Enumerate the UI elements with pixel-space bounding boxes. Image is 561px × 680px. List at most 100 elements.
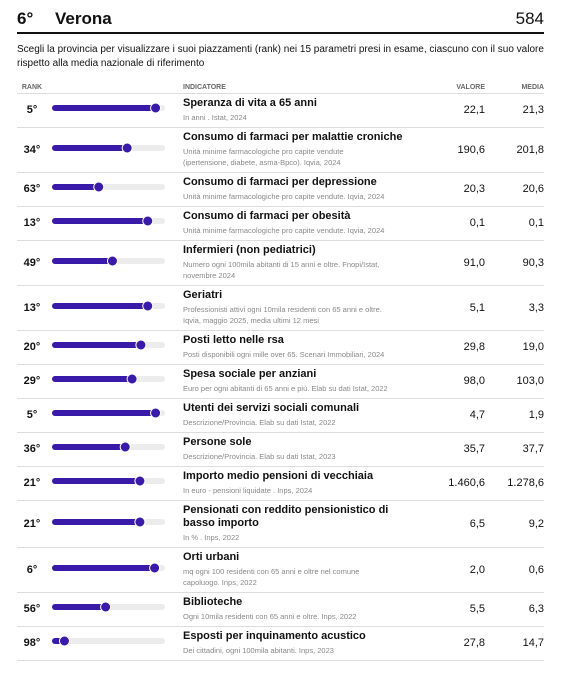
indicator: Orti urbani mq ogni 100 residenti con 65 …	[183, 551, 410, 588]
value: 98,0	[463, 375, 485, 387]
rank: 49°	[23, 256, 41, 269]
average: 103,0	[516, 375, 544, 387]
rank-bar-cell	[47, 600, 183, 618]
bar-fill	[52, 410, 156, 416]
rank-bar-cell	[47, 406, 183, 424]
indicator: Speranza di vita a 65 anni In anni . Ista…	[183, 97, 410, 123]
indicator-title: Speranza di vita a 65 anni	[183, 97, 317, 109]
value: 91,0	[463, 256, 485, 269]
rank-bar	[52, 339, 165, 351]
rank-bar-cell	[47, 561, 183, 579]
average: 0,6	[528, 563, 544, 576]
bar-knob	[58, 635, 70, 647]
province-name: Verona	[55, 9, 112, 28]
indicator-row: 56° Biblioteche Ogni 10mila residenti con …	[17, 593, 544, 627]
indicator: Esposti per inquinamento acustico Dei cit…	[183, 630, 410, 656]
rank-bar	[52, 441, 165, 453]
value: 35,7	[463, 443, 485, 455]
bar-fill	[52, 518, 140, 525]
indicator-subtitle: Numero ogni 100mila abitanti di 15 anni …	[183, 260, 380, 280]
description: Scegli la provincia per visualizzare i s…	[17, 44, 544, 69]
indicator: Consumo di farmaci per malattie croniche…	[183, 131, 410, 168]
indicator-subtitle: Ogni 10mila residenti con 65 anni e oltr…	[183, 612, 357, 621]
bar-fill	[52, 564, 155, 571]
rank-bar	[52, 215, 165, 227]
bar-knob	[134, 475, 146, 487]
column-header: RANK	[21, 83, 43, 91]
column-header: VALORE	[456, 83, 485, 91]
province-rank: 6°	[17, 9, 34, 28]
indicator-subtitle: Euro per ogni abitanti di 65 anni e più.…	[183, 384, 388, 393]
rank-bar-cell	[47, 254, 183, 272]
rank-bar	[52, 407, 165, 419]
indicator-row: 36° Persone sole Descrizione/Provincia. El…	[17, 433, 544, 467]
rank: 36°	[23, 443, 41, 455]
bar-knob	[134, 516, 146, 527]
rank-bar-cell	[47, 299, 183, 317]
bar-fill	[52, 444, 126, 450]
indicator: Spesa sociale per anziani Euro per ogni a…	[183, 368, 410, 394]
indicator-row: 5° Speranza di vita a 65 anni In anni . Is…	[17, 94, 544, 128]
bar-knob	[119, 441, 131, 453]
bar-knob	[121, 142, 133, 153]
indicator: Geriatri Professionisti attivi ogni 10mil…	[183, 289, 410, 326]
column-headers: RANK INDICATORE VALORE MEDIA	[17, 81, 544, 94]
bar-knob	[142, 215, 154, 227]
indicator-subtitle: Descrizione/Provincia. Elab su dati Ista…	[183, 418, 336, 427]
rank: 63°	[23, 183, 41, 195]
indicator-title: Consumo di farmaci per depressione	[183, 176, 377, 188]
indicator-subtitle: Dei cittadini, ogni 100mila abitanti. In…	[183, 646, 334, 655]
indicator-title: Geriatri	[183, 289, 223, 301]
indicator: Posti letto nelle rsa Posti disponibili o…	[183, 334, 410, 360]
bar-fill	[52, 342, 141, 348]
rank-bar	[52, 102, 165, 114]
value: 20,3	[463, 183, 485, 195]
rank-bar-cell	[47, 180, 183, 198]
rank-bar-cell	[47, 101, 183, 119]
rank: 13°	[23, 301, 41, 314]
bar-fill	[52, 144, 128, 151]
bar-fill	[52, 604, 106, 610]
indicator-title: Consumo di farmaci per obesità	[183, 210, 351, 222]
province-score: 584	[515, 9, 544, 28]
indicator-title: Importo medio pensioni di vecchiaia	[183, 470, 374, 482]
column-header: MEDIA	[521, 83, 544, 91]
indicator-subtitle: Professionisti attivi ogni 10mila reside…	[183, 305, 382, 325]
rank-bar	[52, 562, 165, 573]
indicator-row: 5° Utenti dei servizi sociali comunali Des…	[17, 399, 544, 433]
indicator: Consumo di farmaci per obesità Unità mini…	[183, 210, 410, 236]
rank-bar	[52, 475, 165, 487]
indicator: Persone sole Descrizione/Provincia. Elab …	[183, 436, 410, 462]
average: 20,6	[522, 183, 544, 195]
rank-bar-cell	[47, 372, 183, 390]
value: 0,1	[469, 217, 485, 229]
indicator-subtitle: Unità minime farmacologiche pro capite v…	[183, 226, 385, 235]
average: 1,9	[528, 409, 544, 421]
rank: 5°	[26, 104, 38, 116]
indicator-row: 21° Pensionati con reddito pensionistico …	[17, 501, 544, 548]
bar-track	[52, 638, 165, 644]
bar-knob	[100, 601, 112, 613]
rank: 20°	[23, 341, 41, 353]
bar-fill	[52, 105, 156, 111]
indicator-title: Pensionati con reddito pensionistico di …	[183, 504, 389, 529]
average: 9,2	[528, 517, 544, 530]
bar-knob	[142, 300, 154, 311]
indicator-title: Biblioteche	[183, 596, 243, 608]
rank: 29°	[23, 375, 41, 387]
average: 90,3	[522, 256, 544, 269]
rank-bar	[52, 181, 165, 193]
indicator: Pensionati con reddito pensionistico di …	[183, 504, 410, 543]
rank-bar	[52, 601, 165, 613]
average: 0,1	[528, 217, 544, 229]
rank: 5°	[26, 409, 38, 421]
indicator-row: 20° Posti letto nelle rsa Posti disponibil…	[17, 331, 544, 365]
indicator-title: Esposti per inquinamento acustico	[183, 630, 366, 642]
bar-knob	[135, 339, 147, 351]
bar-knob	[149, 562, 161, 573]
indicator-row: 13° Geriatri Professionisti attivi ogni 10…	[17, 286, 544, 331]
rank: 13°	[23, 217, 41, 229]
